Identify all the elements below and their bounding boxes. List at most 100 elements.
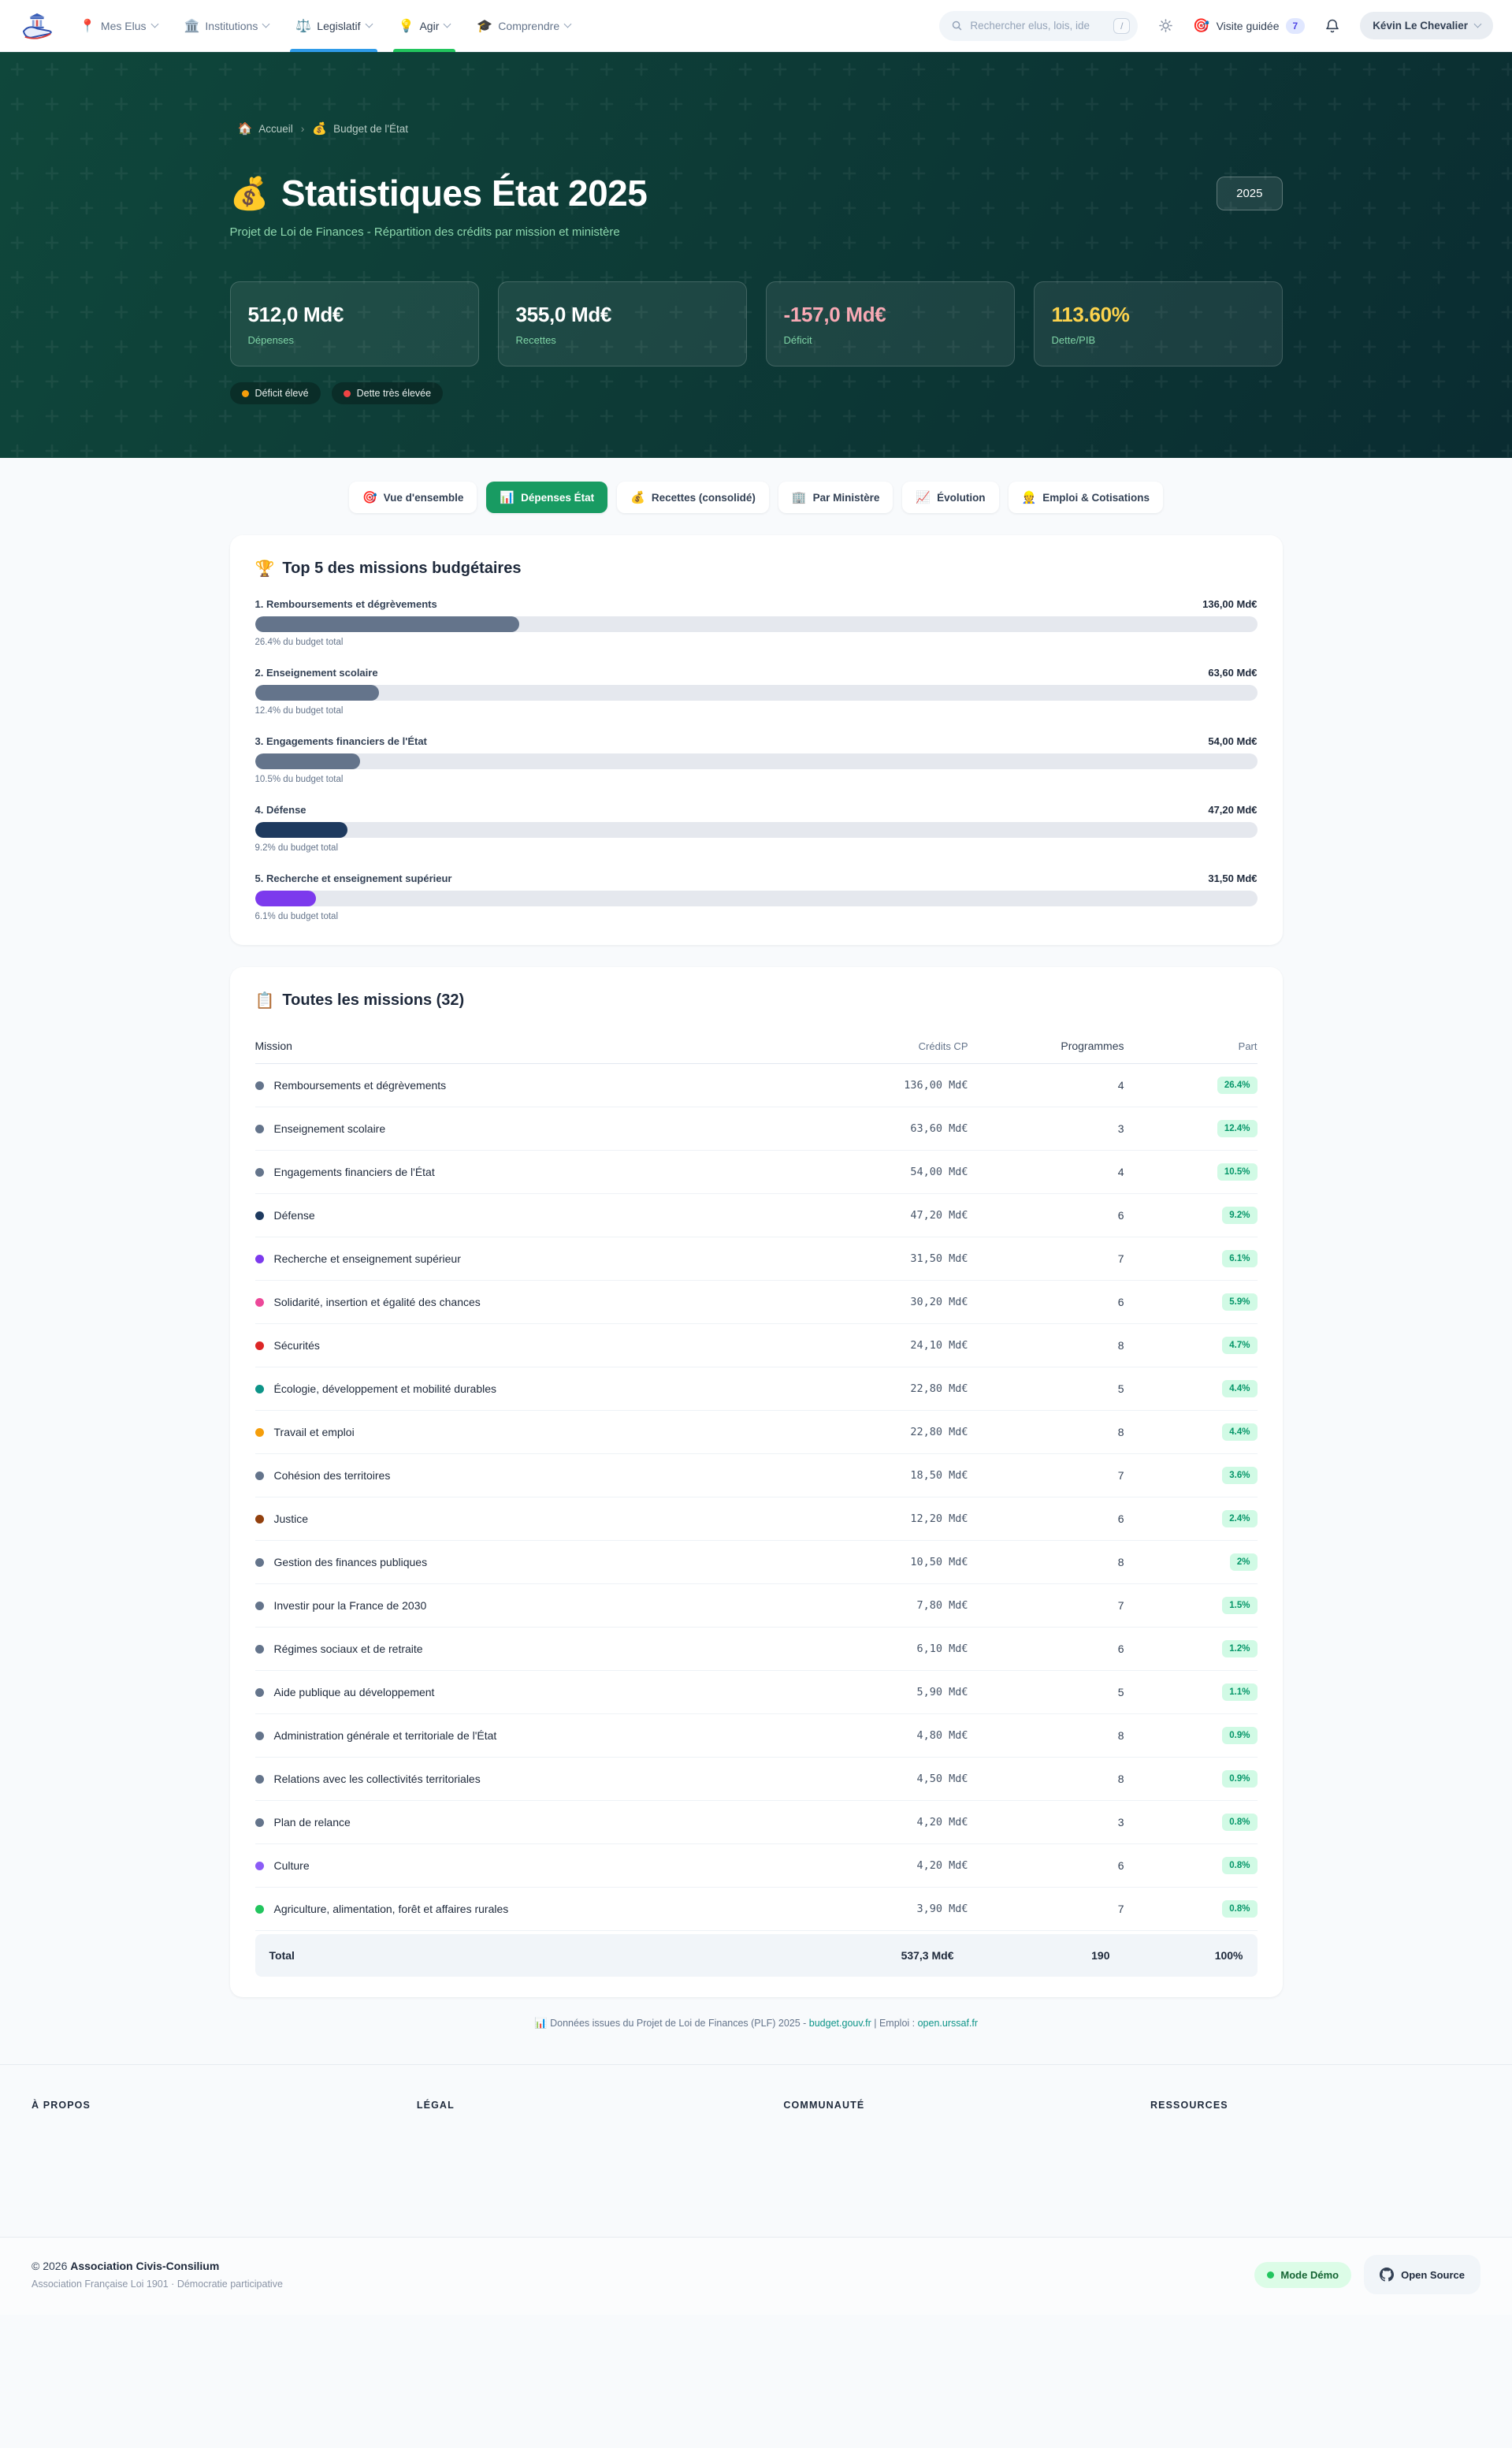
kpi-value: 355,0 Md€ xyxy=(515,302,612,326)
nav-item[interactable]: 💡 Agir xyxy=(385,0,464,52)
mission-name: Plan de relance xyxy=(273,1816,351,1829)
alert-badges: Déficit élevé Dette très élevée xyxy=(229,382,1283,404)
notifications-button[interactable] xyxy=(1321,14,1344,38)
mission-color-dot xyxy=(254,1514,264,1523)
tab[interactable]: 📊 Dépenses État xyxy=(486,482,608,513)
nav-item[interactable]: 🎓 Comprendre xyxy=(463,0,584,52)
table-row: Administration générale et territoriale … xyxy=(254,1714,1258,1758)
footer-column: COMMUNAUTÉ xyxy=(783,2100,1150,2205)
mission-name: Aide publique au développement xyxy=(273,1686,435,1698)
kpi-cards: 512,0 Md€ Dépenses 355,0 Md€ Recettes -1… xyxy=(229,281,1283,366)
open-source-button[interactable]: Open Source xyxy=(1364,2255,1480,2294)
budget-gouv-link[interactable]: budget.gouv.fr xyxy=(808,2018,871,2029)
breadcrumb-item[interactable]: 🏠 Accueil xyxy=(238,121,293,136)
breadcrumb-item[interactable]: 💰 Budget de l'État xyxy=(312,121,408,136)
status-label: Dette très élevée xyxy=(356,388,432,399)
top5-item-share: 26.4% du budget total xyxy=(254,638,344,647)
footer-links xyxy=(783,2133,1150,2169)
mission-color-dot xyxy=(254,1774,264,1784)
table-total-row: Total 537,3 Md€ 190 100% xyxy=(254,1934,1258,1977)
mission-credits: 12,20 Md€ xyxy=(910,1512,968,1525)
mission-programmes: 6 xyxy=(1117,1209,1124,1222)
breadcrumb-label: Accueil xyxy=(258,122,293,135)
page-title: 💰 Statistiques État 2025 xyxy=(229,173,648,214)
nav-item-label: Mes Elus xyxy=(100,19,147,32)
kpi-label: Dépenses xyxy=(247,333,295,346)
mission-name: Agriculture, alimentation, forêt et affa… xyxy=(273,1903,509,1915)
mission-credits: 24,10 Md€ xyxy=(910,1339,968,1352)
nav-item-label: Institutions xyxy=(205,19,258,32)
org-name: Association Civis-Consilium xyxy=(70,2260,220,2272)
mission-programmes: 7 xyxy=(1117,1903,1124,1915)
mission-credits: 22,80 Md€ xyxy=(910,1382,968,1395)
table-row: Régimes sociaux et de retraite 6,10 Md€ … xyxy=(254,1628,1258,1671)
mission-color-dot xyxy=(254,1341,264,1350)
app-logo[interactable] xyxy=(19,11,55,41)
theme-toggle-button[interactable] xyxy=(1154,14,1177,38)
chevron-down-icon xyxy=(262,20,270,28)
top5-item-name: 2. Enseignement scolaire xyxy=(254,667,378,679)
nav-item-label: Legislatif xyxy=(317,19,361,32)
nav-active-underline xyxy=(179,49,275,52)
year-selector[interactable]: 2025 xyxy=(1217,177,1283,210)
col-credits-header: Crédits CP xyxy=(918,1040,968,1052)
mission-part-badge: 1.2% xyxy=(1222,1640,1258,1657)
total-programmes: 190 xyxy=(1091,1949,1110,1962)
tab-icon: 🎯 xyxy=(362,490,377,504)
progress-fill xyxy=(254,822,347,838)
missions-table-title: 📋 Toutes les missions (32) xyxy=(254,991,465,1010)
urssaf-link[interactable]: open.urssaf.fr xyxy=(917,2018,979,2029)
mission-part-badge: 0.8% xyxy=(1222,1900,1258,1918)
mission-part-badge: 0.9% xyxy=(1222,1770,1258,1788)
nav-item[interactable]: 📍 Mes Elus xyxy=(66,0,171,52)
nav-item-icon: 🏛️ xyxy=(184,18,200,33)
mission-part-badge: 2.4% xyxy=(1222,1510,1258,1527)
mission-color-dot xyxy=(254,1124,264,1133)
top5-item-name: 5. Recherche et enseignement supérieur xyxy=(254,872,452,884)
mission-color-dot xyxy=(254,1644,264,1654)
trophy-icon: 🏆 xyxy=(254,559,275,578)
nav-item[interactable]: ⚖️ Legislatif xyxy=(282,0,385,52)
search-input[interactable] xyxy=(970,20,1107,32)
mission-name: Cohésion des territoires xyxy=(273,1469,391,1482)
mission-programmes: 6 xyxy=(1117,1512,1124,1525)
tab[interactable]: 🏢 Par Ministère xyxy=(778,482,893,513)
mission-name: Engagements financiers de l'État xyxy=(273,1166,435,1178)
status-dot xyxy=(241,389,249,397)
tab[interactable]: 📈 Évolution xyxy=(902,482,999,513)
user-menu-button[interactable]: Kévin Le Chevalier xyxy=(1360,12,1493,39)
nav-item[interactable]: 🏛️ Institutions xyxy=(171,0,283,52)
mission-part-badge: 10.5% xyxy=(1217,1163,1258,1181)
mission-part-badge: 3.6% xyxy=(1222,1467,1258,1484)
mission-programmes: 6 xyxy=(1117,1296,1124,1308)
chevron-down-icon xyxy=(563,20,572,28)
mission-name: Administration générale et territoriale … xyxy=(273,1729,497,1742)
tab[interactable]: 👷 Emploi & Cotisations xyxy=(1008,482,1164,513)
top5-item: 5. Recherche et enseignement supérieur 3… xyxy=(254,872,1258,921)
table-row: Écologie, développement et mobilité dura… xyxy=(254,1367,1258,1411)
mission-color-dot xyxy=(254,1167,264,1177)
mission-color-dot xyxy=(254,1904,264,1914)
tab[interactable]: 💰 Recettes (consolidé) xyxy=(617,482,769,513)
total-label: Total xyxy=(269,1949,295,1962)
nav-item-label: Agir xyxy=(419,19,440,32)
tab-label: Évolution xyxy=(937,491,986,504)
guided-tour-button[interactable]: 🎯 Visite guidée 7 xyxy=(1193,17,1306,34)
mission-name: Sécurités xyxy=(273,1339,320,1352)
mission-name: Enseignement scolaire xyxy=(273,1122,386,1135)
mission-credits: 30,20 Md€ xyxy=(910,1296,968,1308)
global-search[interactable]: / xyxy=(939,10,1139,41)
mission-credits: 54,00 Md€ xyxy=(910,1166,968,1178)
source-text-mid: | Emploi : xyxy=(871,2018,918,2029)
top5-item-value: 47,20 Md€ xyxy=(1208,804,1258,816)
mission-part-badge: 5.9% xyxy=(1222,1293,1258,1311)
copyright: © 2026 Association Civis-Consilium xyxy=(32,2260,220,2272)
github-icon xyxy=(1380,2268,1395,2282)
progress-track xyxy=(254,616,1258,632)
footer-column-title: LÉGAL xyxy=(416,2100,455,2111)
mission-name: Travail et emploi xyxy=(273,1426,355,1438)
top-navigation-bar: 📍 Mes Elus 🏛️ Institutions ⚖️ Legislatif xyxy=(0,0,1512,52)
tab[interactable]: 🎯 Vue d'ensemble xyxy=(348,482,477,513)
tab-label: Dépenses État xyxy=(521,491,595,504)
mission-credits: 10,50 Md€ xyxy=(910,1556,968,1568)
